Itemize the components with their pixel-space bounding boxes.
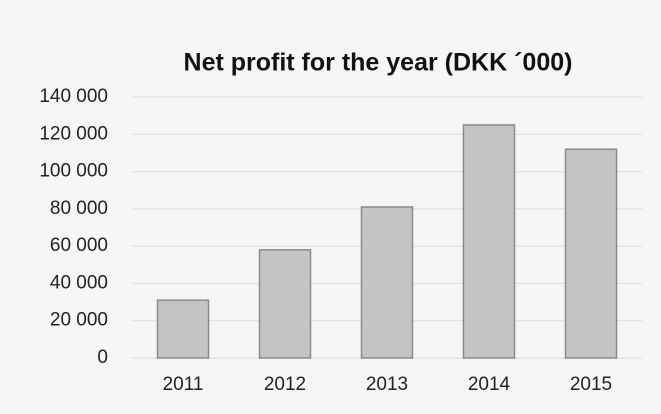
bar <box>258 249 312 359</box>
y-tick-label: 140 000 <box>39 86 108 107</box>
chart-title: Net profit for the year (DKK ´000) <box>184 49 573 77</box>
x-tick-label: 2013 <box>366 374 408 395</box>
bar <box>564 148 618 359</box>
bar <box>462 124 516 359</box>
bar <box>360 206 414 359</box>
y-tick-label: 60 000 <box>50 235 108 256</box>
y-tick-label: 20 000 <box>50 310 108 331</box>
x-tick-label: 2015 <box>570 374 612 395</box>
y-tick-label: 100 000 <box>39 161 108 182</box>
x-tick-label: 2011 <box>163 374 204 395</box>
x-tick-label: 2012 <box>264 374 306 395</box>
y-tick-label: 0 <box>97 347 108 368</box>
x-tick-label: 2014 <box>468 374 511 395</box>
y-tick-label: 80 000 <box>50 198 108 219</box>
y-tick-label: 120 000 <box>39 123 108 144</box>
y-tick-label: 40 000 <box>50 272 108 293</box>
bar <box>156 299 210 359</box>
